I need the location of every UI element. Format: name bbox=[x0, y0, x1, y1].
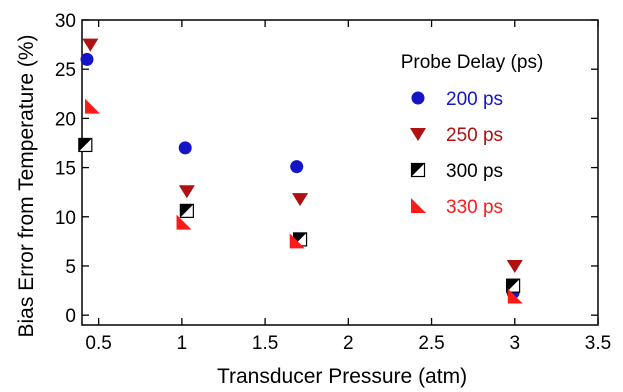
data-point bbox=[178, 141, 192, 155]
x-tick-label: 2 bbox=[343, 333, 354, 354]
legend-marker bbox=[411, 91, 425, 105]
legend-item-label: 250 ps bbox=[446, 125, 503, 146]
legend: Probe Delay (ps) 200 ps 250 ps 300 ps 330 p… bbox=[401, 52, 544, 218]
y-tick-label: 15 bbox=[55, 159, 76, 180]
data-point bbox=[176, 214, 192, 230]
data-point bbox=[292, 193, 309, 207]
data-point bbox=[506, 259, 523, 273]
data-point bbox=[289, 233, 305, 249]
x-tick-label: 0.5 bbox=[85, 333, 111, 354]
legend-marker bbox=[411, 198, 426, 213]
y-tick-label: 25 bbox=[55, 60, 76, 81]
data-point bbox=[82, 38, 99, 52]
y-tick-label: 10 bbox=[55, 208, 76, 229]
data-point bbox=[84, 98, 100, 114]
y-tick-label: 30 bbox=[55, 11, 76, 32]
legend-marker bbox=[410, 128, 426, 141]
data-point bbox=[290, 160, 304, 174]
x-tick-label: 1.5 bbox=[252, 333, 278, 354]
data-point bbox=[179, 203, 194, 218]
y-tick-label: 20 bbox=[55, 109, 76, 130]
y-tick-label: 5 bbox=[65, 257, 76, 278]
x-tick-label: 3.5 bbox=[585, 333, 611, 354]
legend-title: Probe Delay (ps) bbox=[401, 52, 544, 73]
data-point bbox=[178, 185, 195, 199]
plot-frame bbox=[81, 19, 599, 326]
legend-marker bbox=[410, 162, 426, 178]
y-axis-label: Bias Error from Temperature (%) bbox=[15, 34, 38, 337]
y-tick-label: 0 bbox=[65, 306, 76, 327]
data-point bbox=[80, 52, 94, 66]
x-axis-label: Transducer Pressure (atm) bbox=[217, 365, 467, 388]
series-250-ps bbox=[82, 38, 523, 273]
legend-item-label: 200 ps bbox=[446, 89, 503, 110]
data-point bbox=[78, 137, 93, 153]
x-tick-label: 2.5 bbox=[418, 333, 444, 354]
legend-item-label: 300 ps bbox=[446, 161, 503, 182]
series-330-ps bbox=[84, 98, 523, 304]
data-point bbox=[507, 288, 523, 304]
x-tick-label: 3 bbox=[509, 333, 520, 354]
data-point bbox=[506, 278, 521, 293]
legend-item-label: 330 ps bbox=[446, 197, 503, 218]
x-tick-label: 1 bbox=[177, 333, 188, 354]
